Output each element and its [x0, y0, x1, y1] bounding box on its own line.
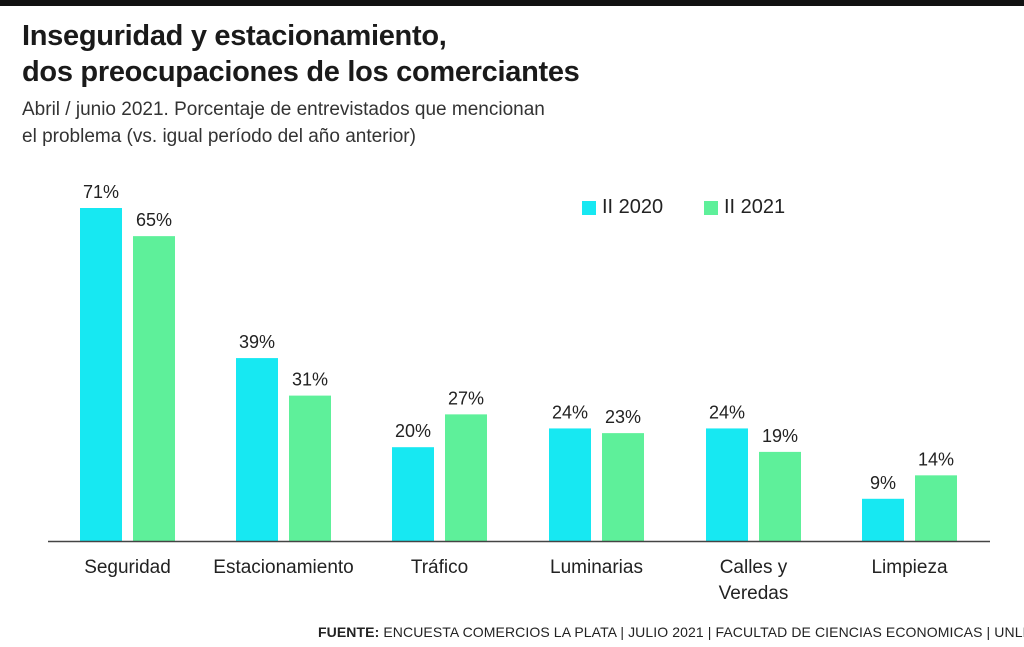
source-footer: FUENTE: ENCUESTA COMERCIOS LA PLATA | JU…	[318, 624, 1024, 640]
data-label-2021-5: 14%	[918, 449, 954, 469]
data-label-2020-3: 24%	[552, 402, 588, 422]
data-label-2020-4: 24%	[709, 402, 745, 422]
legend-swatch-2021	[704, 200, 718, 215]
category-label-0: Seguridad	[84, 557, 171, 578]
footer-label: FUENTE:	[318, 624, 380, 640]
category-label-line: Veredas	[719, 583, 789, 604]
category-label-line: Estacionamiento	[213, 557, 353, 578]
bar-2020-5	[862, 498, 904, 541]
data-label-2020-2: 20%	[395, 421, 431, 441]
bar-2021-5	[915, 475, 957, 541]
legend-item-2021: II 2021	[704, 196, 785, 219]
data-label-2021-1: 31%	[292, 370, 328, 390]
bar-2020-1	[236, 358, 278, 541]
category-label-2: Tráfico	[411, 557, 468, 578]
bar-2020-4	[706, 428, 748, 541]
category-label-line: Limpieza	[871, 557, 947, 578]
chart-subtitle-line-2: el problema (vs. igual período del año a…	[22, 126, 416, 147]
legend-item-2020: II 2020	[582, 196, 663, 219]
top-rule	[0, 0, 1024, 6]
category-label-line: Seguridad	[84, 557, 171, 578]
category-label-3: Luminarias	[550, 557, 643, 578]
legend-swatch-2020	[582, 200, 596, 215]
bar-2020-2	[392, 447, 434, 541]
bar-2020-3	[549, 428, 591, 541]
bar-2021-1	[289, 395, 331, 541]
chart-subtitle-line-1: Abril / junio 2021. Porcentaje de entrev…	[22, 99, 545, 120]
legend-label-2021: II 2021	[724, 196, 786, 218]
data-label-2020-5: 9%	[870, 473, 896, 493]
bar-2020-0	[80, 208, 122, 541]
bar-2021-0	[133, 236, 175, 541]
data-label-2021-3: 23%	[605, 407, 641, 427]
bar-chart: 71% 65% Seguridad 39% 31% Estacionamiento 20% 2…	[48, 182, 990, 604]
category-label-line: Luminarias	[550, 557, 643, 578]
category-label-line: Calles y	[720, 557, 788, 578]
category-label-1: Estacionamiento	[213, 557, 353, 578]
data-label-2021-0: 65%	[136, 210, 172, 230]
legend-label-2020: II 2020	[602, 196, 664, 218]
bar-2021-3	[602, 433, 644, 541]
chart-subtitle: Abril / junio 2021. Porcentaje de entrev…	[22, 96, 742, 150]
category-label-4: Calles y Veredas	[719, 557, 789, 604]
bar-2021-4	[759, 451, 801, 541]
data-label-2021-2: 27%	[448, 388, 484, 408]
data-label-2020-0: 71%	[83, 182, 119, 202]
category-label-5: Limpieza	[871, 557, 947, 578]
category-label-line: Tráfico	[411, 557, 468, 578]
data-label-2020-1: 39%	[239, 332, 275, 352]
chart-title: Inseguridad y estacionamiento, dos preoc…	[22, 18, 982, 90]
bar-2021-2	[445, 414, 487, 541]
chart-title-line-2: dos preocupaciones de los comerciantes	[22, 56, 580, 88]
footer-text: ENCUESTA COMERCIOS LA PLATA | JULIO 2021…	[379, 624, 1024, 640]
data-label-2021-4: 19%	[762, 426, 798, 446]
chart-title-line-1: Inseguridad y estacionamiento,	[22, 20, 447, 52]
